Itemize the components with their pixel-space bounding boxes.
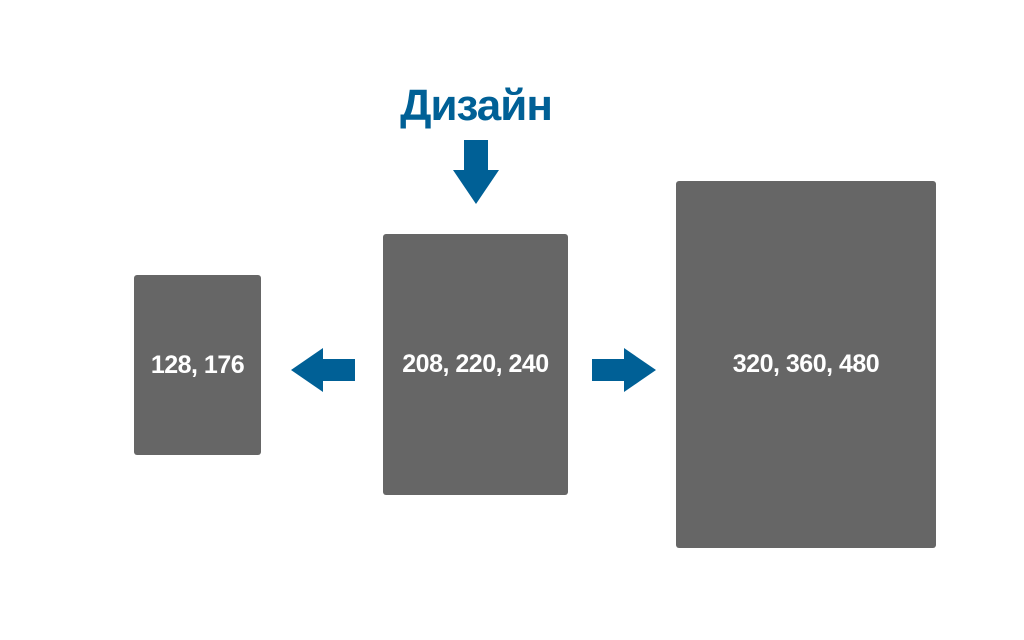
screen-small-label: 128, 176 bbox=[150, 350, 245, 379]
screen-medium: 208, 220, 240 bbox=[383, 234, 568, 495]
arrow-right-icon bbox=[592, 348, 656, 392]
screen-large-label: 320, 360, 480 bbox=[732, 350, 880, 378]
screen-medium-label: 208, 220, 240 bbox=[402, 350, 549, 378]
arrow-down-icon bbox=[453, 140, 499, 204]
screen-large: 320, 360, 480 bbox=[676, 181, 936, 548]
arrow-left-icon bbox=[291, 348, 355, 392]
diagram-title: Дизайн bbox=[400, 81, 553, 130]
screen-small: 128, 176 bbox=[134, 275, 261, 455]
